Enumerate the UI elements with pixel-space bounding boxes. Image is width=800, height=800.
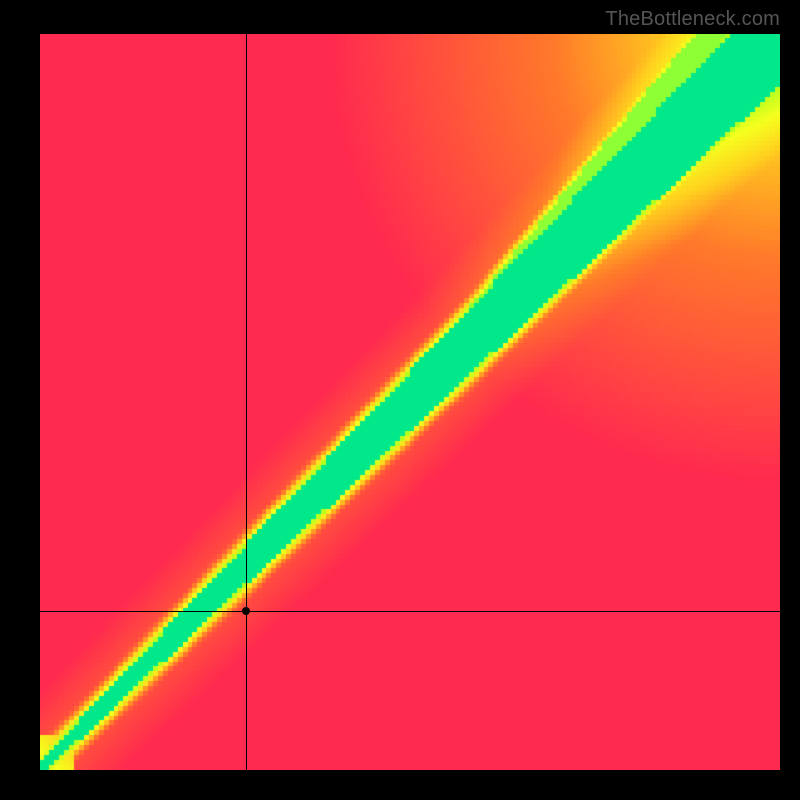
- heatmap-canvas: [40, 34, 780, 770]
- crosshair-vertical-line: [246, 34, 247, 770]
- watermark-text: TheBottleneck.com: [605, 8, 780, 31]
- crosshair-horizontal-line: [40, 611, 780, 612]
- page-container: TheBottleneck.com: [0, 0, 800, 800]
- heatmap-plot-area: [40, 34, 780, 770]
- crosshair-marker-dot: [242, 607, 250, 615]
